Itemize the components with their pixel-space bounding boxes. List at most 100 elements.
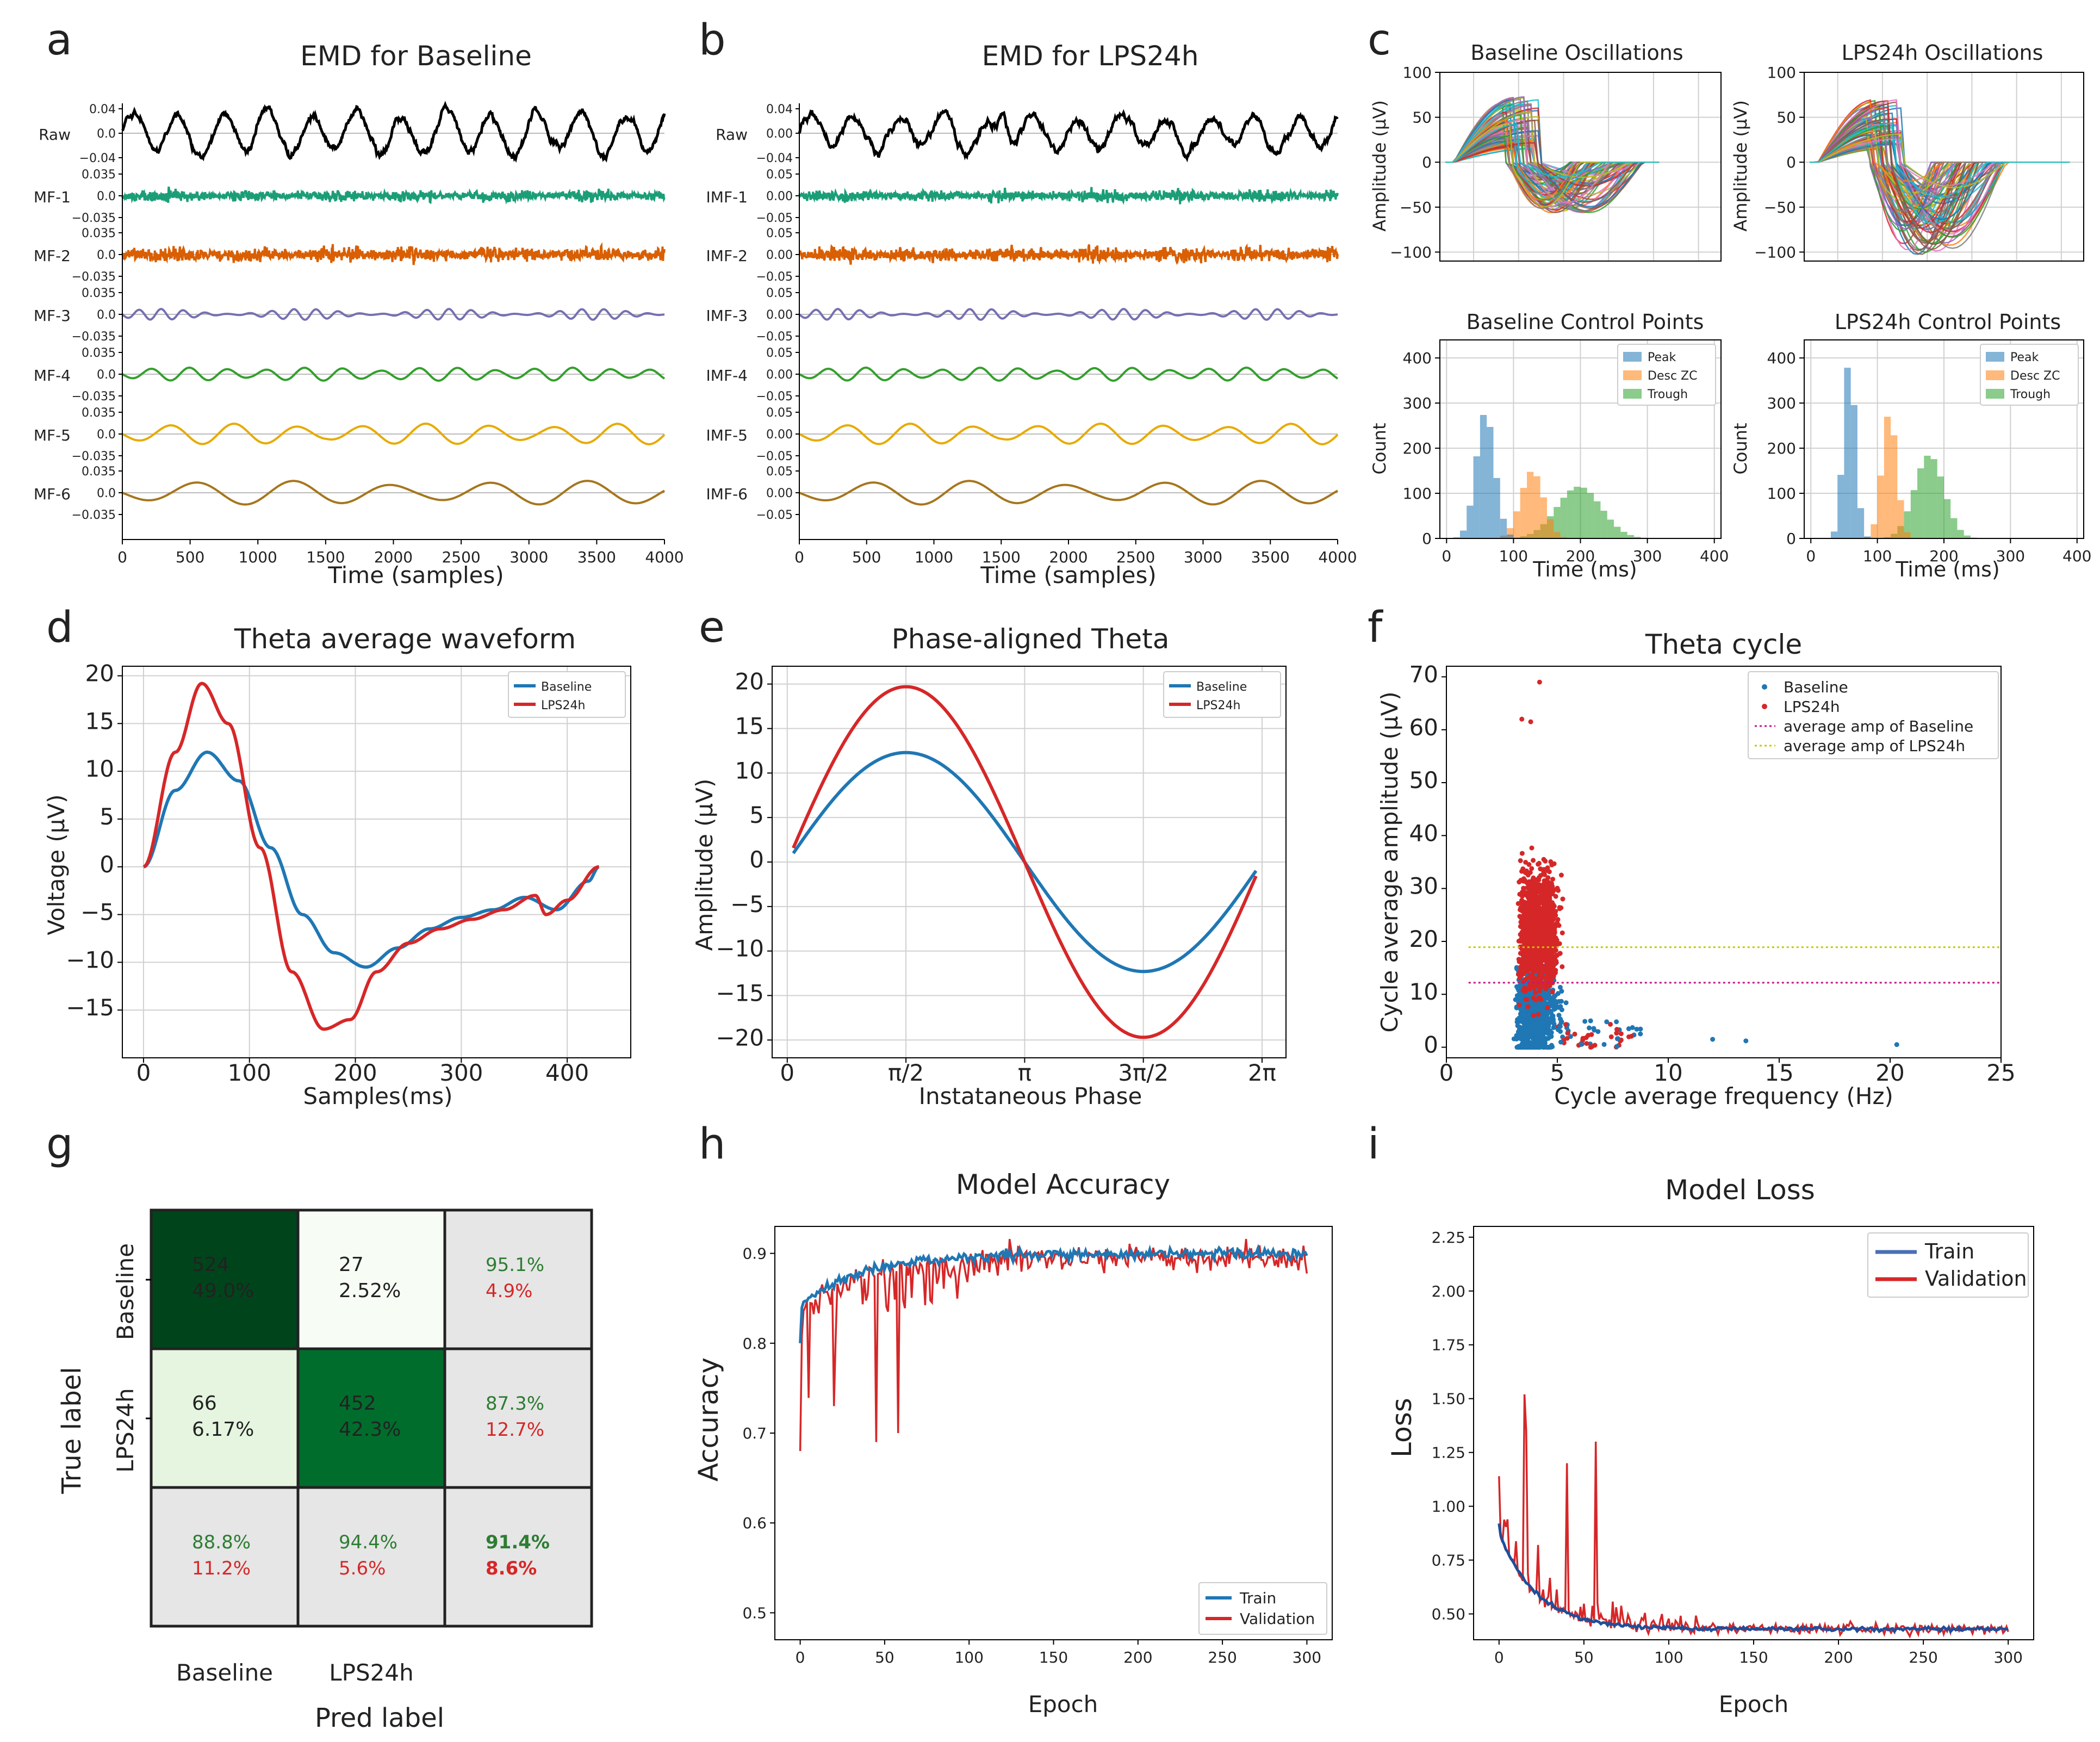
dot-tail xyxy=(1614,1044,1620,1049)
y-tick-label: −50 xyxy=(1764,199,1796,216)
y-tick-label: −0.05 xyxy=(756,450,793,463)
dot-baseline xyxy=(1552,1006,1558,1011)
dot-lps24h xyxy=(1539,933,1545,938)
dot-baseline xyxy=(1524,1045,1529,1050)
cm-rate-error: 12.7% xyxy=(486,1419,544,1441)
dot-baseline xyxy=(1520,1045,1525,1050)
dot-lps24h xyxy=(1542,924,1547,929)
panel-e-phase-aligned: Phase-aligned Theta Instataneous Phase A… xyxy=(691,623,1287,1109)
legend-swatch xyxy=(1986,389,2004,399)
hist-bar-trough xyxy=(1937,476,1944,538)
dot-baseline xyxy=(1539,1011,1545,1016)
y-tick-label: −0.05 xyxy=(756,509,793,522)
x-tick-label: 100 xyxy=(1654,1648,1683,1666)
y-tick-label: 60 xyxy=(1409,714,1438,741)
x-tick-label: 100 xyxy=(228,1059,271,1086)
dot-baseline xyxy=(1546,1016,1552,1022)
cm-rate-correct: 91.4% xyxy=(486,1532,550,1553)
x-tick-label: 250 xyxy=(1208,1648,1237,1666)
osc-trace xyxy=(1445,142,1660,187)
hist-bar-trough xyxy=(1944,499,1951,538)
y-tick-label: 50 xyxy=(1409,767,1438,793)
legend-box xyxy=(1198,1582,1327,1635)
dot-tail xyxy=(1555,1027,1561,1032)
x-tick-label: 3500 xyxy=(577,548,616,566)
dot-baseline xyxy=(1541,1002,1546,1007)
dot-lps24h xyxy=(1546,970,1552,975)
cm-percent: 6.17% xyxy=(192,1418,254,1441)
emd-trace xyxy=(798,243,1339,265)
osc-subplot: 100 50 0 −50 −100 xyxy=(1754,64,2084,262)
dot-lps24h xyxy=(1529,950,1534,955)
hist-frame xyxy=(1439,339,1722,539)
hist-bar-trough xyxy=(1633,537,1641,538)
dot-baseline xyxy=(1563,1000,1569,1006)
x-tick-label: 200 xyxy=(1123,1648,1152,1666)
x-tick-label: 200 xyxy=(1929,547,1958,565)
x-tick-label: 1500 xyxy=(306,548,345,566)
dot-lps24h xyxy=(1537,921,1542,927)
panel-i-xlabel: Epoch xyxy=(1719,1691,1789,1718)
y-tick-label: −20 xyxy=(716,1024,764,1051)
hist-bar-desc-zc xyxy=(1871,524,1878,538)
cm-percent: 49.0% xyxy=(192,1280,254,1302)
dot-lps24h xyxy=(1550,877,1556,882)
dot-baseline xyxy=(1531,1031,1537,1037)
dot-outlier xyxy=(1528,719,1533,724)
dot-lps24h xyxy=(1560,964,1565,969)
hist-subplot: 0 100 200 300 400 0 100 200 300 400 Peak Desc ZC Tro… xyxy=(1767,339,2091,565)
panel-letter-d: d xyxy=(46,603,73,652)
legend-swatch xyxy=(1623,370,1642,380)
row-label: MF-6 xyxy=(34,485,71,503)
hist-bar-peak xyxy=(1473,456,1480,538)
x-tick-label: 4000 xyxy=(1318,548,1357,566)
hist-bar-desc-zc xyxy=(1546,519,1554,538)
legend-label: Baseline xyxy=(541,680,592,694)
panel-c1-ylabel: Amplitude (μV) xyxy=(1369,100,1390,231)
dot-lps24h xyxy=(1545,920,1551,925)
row-label: MF-5 xyxy=(34,426,71,444)
legend-label: LPS24h xyxy=(1784,698,1840,716)
hist-bar-trough xyxy=(1904,511,1911,538)
x-tick-label: 150 xyxy=(1039,1648,1068,1666)
row-label: MF-3 xyxy=(34,307,71,325)
emd-trace xyxy=(799,480,1339,506)
dot-lps24h xyxy=(1515,901,1521,906)
panel-g-ytick-lps24h: LPS24h xyxy=(112,1388,139,1472)
dot-lps24h xyxy=(1533,990,1538,995)
emd-row-imf-5: IMF-5 0.05 0.00 −0.05 xyxy=(706,406,1339,463)
dot-lps24h xyxy=(1542,892,1548,897)
osc-frame xyxy=(1804,72,2084,262)
hist-bar-trough xyxy=(1594,501,1601,538)
dot-lps24h xyxy=(1531,883,1536,889)
y-tick-label: 0.8 xyxy=(742,1335,767,1353)
hist-bar-desc-zc xyxy=(1527,472,1534,538)
y-tick-label: −15 xyxy=(66,994,114,1021)
hist-bar-peak xyxy=(1453,537,1460,538)
hist-bar-desc-zc xyxy=(1877,475,1884,538)
dot-outlier xyxy=(1537,679,1542,685)
dot-baseline xyxy=(1536,1020,1542,1025)
x-tick-label: 0 xyxy=(1806,547,1816,565)
hist-bar-desc-zc xyxy=(1897,500,1904,538)
panel-e-xlabel: Instataneous Phase xyxy=(919,1083,1142,1109)
y-tick-label: 0 xyxy=(1786,153,1796,171)
panel-h-model-accuracy: Model Accuracy Epoch Accuracy 0 50 100 150 2… xyxy=(693,1169,1333,1718)
dot-baseline xyxy=(1557,984,1563,990)
y-tick-label: 50 xyxy=(1776,109,1796,127)
y-tick-label: 0.7 xyxy=(742,1424,767,1442)
dot-tail xyxy=(1614,1036,1620,1042)
cm-cell xyxy=(150,1347,300,1489)
x-tick-label: 0 xyxy=(796,1648,805,1666)
y-tick-label: 0.04 xyxy=(766,103,793,116)
x-tick-label: 5 xyxy=(1550,1059,1565,1086)
dot-baseline xyxy=(1535,1006,1540,1012)
row-label: IMF-1 xyxy=(706,188,748,206)
x-tick-label: 100 xyxy=(954,1648,983,1666)
row-label: IMF-5 xyxy=(706,426,748,444)
x-tick-label: 200 xyxy=(333,1059,377,1086)
line-train xyxy=(799,1243,1308,1343)
panel-letter-e: e xyxy=(699,603,725,652)
panel-f-xlabel: Cycle average frequency (Hz) xyxy=(1554,1083,1893,1109)
cm-cell xyxy=(296,1208,446,1350)
